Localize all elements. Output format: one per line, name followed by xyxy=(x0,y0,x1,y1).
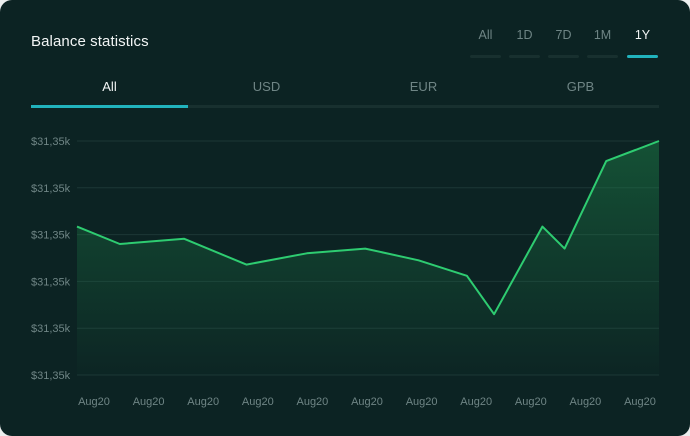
y-tick-label: $31,35k xyxy=(31,230,71,242)
x-tick-label: Aug20 xyxy=(406,396,438,408)
x-tick-label: Aug20 xyxy=(78,396,110,408)
range-label: All xyxy=(478,28,493,42)
range-indicator xyxy=(627,55,658,58)
x-tick-label: Aug20 xyxy=(624,396,656,408)
x-tick-label: Aug20 xyxy=(460,396,492,408)
x-tick-label: Aug20 xyxy=(569,396,601,408)
range-indicator xyxy=(470,55,501,58)
x-tick-label: Aug20 xyxy=(515,396,547,408)
range-7d[interactable]: 7D xyxy=(548,22,579,58)
tab-underline xyxy=(345,105,502,108)
x-tick-label: Aug20 xyxy=(351,396,383,408)
card-title: Balance statistics xyxy=(31,33,149,50)
x-tick-label: Aug20 xyxy=(242,396,274,408)
y-tick-label: $31,35k xyxy=(31,136,71,148)
y-tick-label: $31,35k xyxy=(31,370,71,382)
balance-chart: $31,35k $31,35k $31,35k $31,35k $31,35k $31,3… xyxy=(31,136,660,408)
tab-all[interactable]: All xyxy=(31,72,188,108)
range-indicator xyxy=(509,55,540,58)
tab-label: GPB xyxy=(566,79,595,94)
balance-area xyxy=(77,141,659,375)
range-all[interactable]: All xyxy=(470,22,501,58)
y-tick-label: $31,35k xyxy=(31,183,71,195)
tab-label: USD xyxy=(252,79,281,94)
range-indicator xyxy=(587,55,618,58)
tab-underline xyxy=(188,105,345,108)
tab-gpb[interactable]: GPB xyxy=(502,72,659,108)
x-tick-label: Aug20 xyxy=(187,396,219,408)
x-tick-label: Aug20 xyxy=(133,396,165,408)
y-tick-label: $31,35k xyxy=(31,323,71,335)
balance-line xyxy=(76,140,660,316)
range-1m[interactable]: 1M xyxy=(587,22,618,58)
range-label: 7D xyxy=(555,28,572,42)
tab-label: All xyxy=(102,79,117,94)
range-label: 1Y xyxy=(634,28,651,42)
range-indicator xyxy=(548,55,579,58)
tab-usd[interactable]: USD xyxy=(188,72,345,108)
tab-eur[interactable]: EUR xyxy=(345,72,502,108)
tab-underline xyxy=(31,105,188,108)
range-1d[interactable]: 1D xyxy=(509,22,540,58)
tab-underline xyxy=(502,105,659,108)
x-tick-label: Aug20 xyxy=(296,396,328,408)
range-label: 1D xyxy=(516,28,533,42)
range-1y[interactable]: 1Y xyxy=(627,22,658,58)
y-tick-label: $31,35k xyxy=(31,276,71,288)
range-label: 1M xyxy=(593,28,612,42)
tabs-track xyxy=(31,105,659,108)
currency-tabs: All USD EUR GPB xyxy=(31,72,659,108)
tab-label: EUR xyxy=(409,79,438,94)
